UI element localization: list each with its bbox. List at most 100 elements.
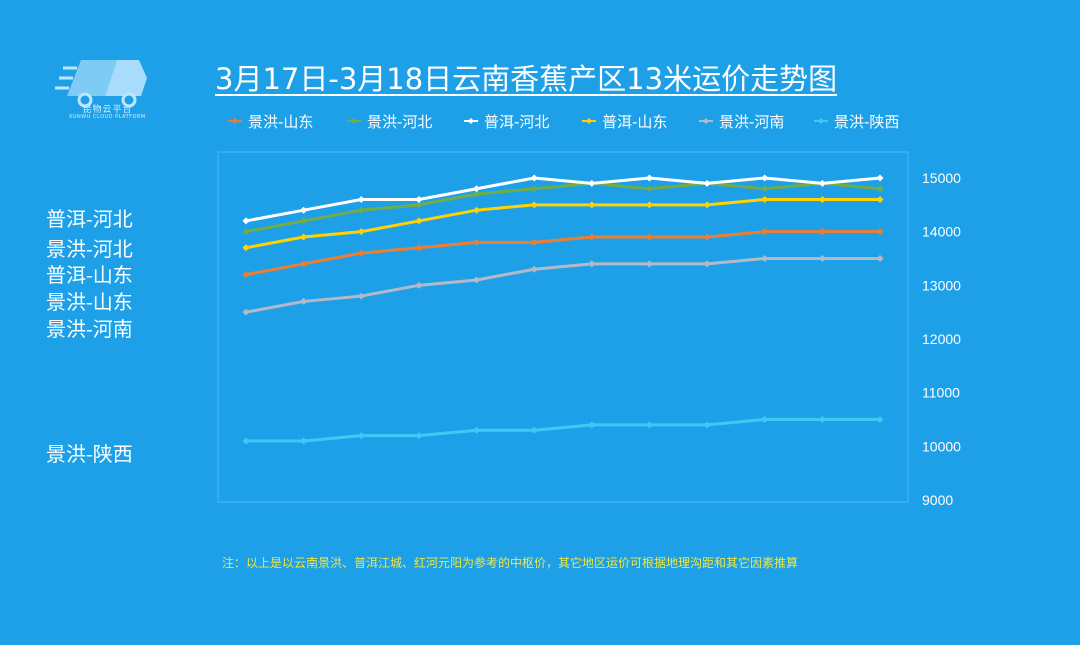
y-tick-label: 11000 (922, 385, 960, 401)
left-label: 景洪-河南 (46, 317, 133, 341)
data-point (300, 260, 308, 268)
series-line (246, 418, 880, 443)
data-point (703, 201, 711, 209)
data-point (242, 308, 250, 316)
data-point (357, 228, 365, 236)
data-point (530, 238, 538, 246)
left-label: 普洱-山东 (46, 263, 133, 287)
data-point (818, 255, 826, 262)
legend-label: 普洱-河北 (484, 113, 549, 131)
y-tick-label: 10000 (922, 438, 961, 454)
data-point (588, 421, 596, 429)
data-point (242, 437, 250, 445)
data-point (761, 174, 769, 182)
data-point (357, 432, 365, 440)
series-line (245, 230, 880, 277)
data-point (761, 255, 769, 262)
data-point (530, 426, 538, 434)
data-point (530, 201, 538, 209)
data-point (876, 255, 884, 262)
data-point (242, 228, 250, 236)
data-point (588, 260, 596, 268)
data-point (415, 217, 423, 225)
data-point (357, 195, 365, 203)
y-tick-label: 12000 (922, 331, 961, 347)
data-point (645, 421, 653, 429)
data-point (242, 217, 250, 225)
data-point (242, 244, 250, 252)
data-point (357, 206, 365, 214)
data-point (415, 195, 423, 203)
data-point (818, 416, 826, 423)
data-point (300, 233, 308, 241)
logo-name: 昆物云平台 (82, 105, 133, 115)
left-label: 景洪-河北 (46, 237, 133, 261)
data-point (530, 265, 538, 273)
y-tick-label: 13000 (922, 277, 961, 293)
chart-title: 3月17日-3月18日云南香蕉产区13米运价走势图 (215, 62, 838, 96)
data-point (818, 179, 826, 187)
series-line (245, 197, 880, 250)
series-line (245, 181, 881, 234)
logo-tagline: KUNWU CLOUD PLATFORM (69, 114, 146, 120)
data-point (530, 174, 538, 182)
data-point (876, 416, 884, 423)
data-point (473, 190, 481, 198)
footnote: 注：以上是以云南景洪、普洱江城、红河元阳为参考的中枢价，其它地区运价可根据地理沟… (222, 556, 799, 570)
legend-marker (703, 118, 709, 124)
series-line (245, 176, 881, 223)
data-point (415, 244, 423, 252)
data-point (703, 260, 711, 268)
y-tick-label: 15000 (922, 170, 961, 186)
legend-label: 景洪-陕西 (834, 113, 899, 131)
truck-logo-icon (55, 60, 147, 108)
legend-marker (232, 118, 238, 124)
left-label: 景洪-山东 (46, 290, 133, 314)
legend-marker (818, 118, 824, 124)
data-point (703, 421, 711, 429)
data-point (645, 233, 653, 241)
data-point (588, 201, 596, 209)
data-point (473, 276, 481, 284)
data-point (473, 206, 481, 214)
data-point (818, 228, 826, 236)
data-point (645, 185, 653, 193)
data-point (300, 217, 308, 225)
data-point (473, 238, 481, 246)
data-point (761, 185, 769, 193)
data-point (876, 195, 884, 203)
data-point (645, 174, 653, 182)
data-point (876, 174, 884, 182)
data-point (761, 228, 769, 236)
legend-marker (468, 118, 474, 124)
data-point (415, 281, 423, 289)
data-point (300, 206, 308, 214)
legend-label: 景洪-山东 (248, 113, 313, 131)
data-point (473, 185, 481, 193)
data-point (703, 179, 711, 187)
left-label: 普洱-河北 (46, 207, 133, 231)
legend-label: 景洪-河南 (719, 113, 784, 131)
data-point (645, 260, 653, 268)
series-line (245, 257, 880, 314)
data-point (876, 185, 884, 193)
data-point (588, 179, 596, 187)
data-point (357, 249, 365, 257)
y-tick-label: 9000 (922, 492, 953, 508)
data-point (300, 437, 308, 445)
data-point (876, 228, 884, 236)
data-point (818, 195, 826, 203)
legend-label: 景洪-河北 (367, 113, 432, 131)
data-point (300, 297, 308, 305)
legend-label: 普洱-山东 (602, 113, 667, 131)
data-point (242, 271, 250, 279)
y-tick-label: 14000 (922, 224, 961, 240)
data-point (415, 432, 423, 440)
data-point (357, 292, 365, 300)
data-point (645, 201, 653, 209)
left-label: 景洪-陕西 (46, 442, 133, 466)
legend-marker (586, 118, 592, 124)
legend-marker (351, 118, 357, 124)
data-point (530, 185, 538, 193)
